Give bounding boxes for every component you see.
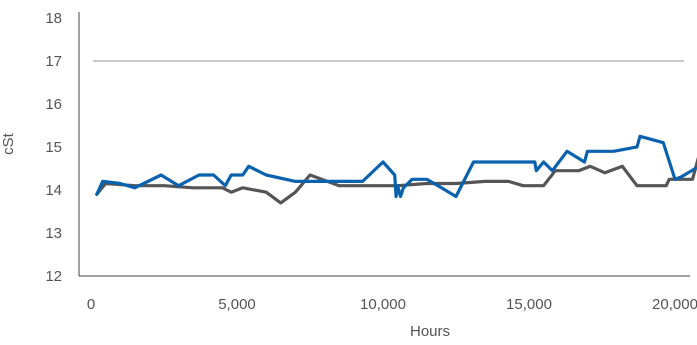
y-tick-label: 16 <box>45 96 62 113</box>
series-layer <box>95 134 697 205</box>
y-tick-label: 13 <box>45 225 62 242</box>
x-tick-label: 20,000 <box>652 296 697 313</box>
x-tick-label: 10,000 <box>360 296 406 313</box>
y-tick-label: 12 <box>45 268 62 285</box>
y-tick-label: 17 <box>45 53 62 70</box>
x-tick-label: 5,000 <box>218 296 256 313</box>
x-axis-title: Hours <box>410 323 450 340</box>
series-line-1 <box>95 156 697 205</box>
series-line-0 <box>95 134 697 199</box>
y-tick-labels: 12 13 14 15 16 17 18 <box>45 10 62 285</box>
y-tick-label: 15 <box>45 139 62 156</box>
y-tick-label: 18 <box>45 10 62 27</box>
x-tick-label: 0 <box>87 296 95 313</box>
y-tick-label: 14 <box>45 182 62 199</box>
y-axis-title: cSt <box>0 132 17 155</box>
x-tick-labels: 0 5,000 10,000 15,000 20,000 <box>87 296 697 313</box>
x-tick-label: 15,000 <box>506 296 552 313</box>
